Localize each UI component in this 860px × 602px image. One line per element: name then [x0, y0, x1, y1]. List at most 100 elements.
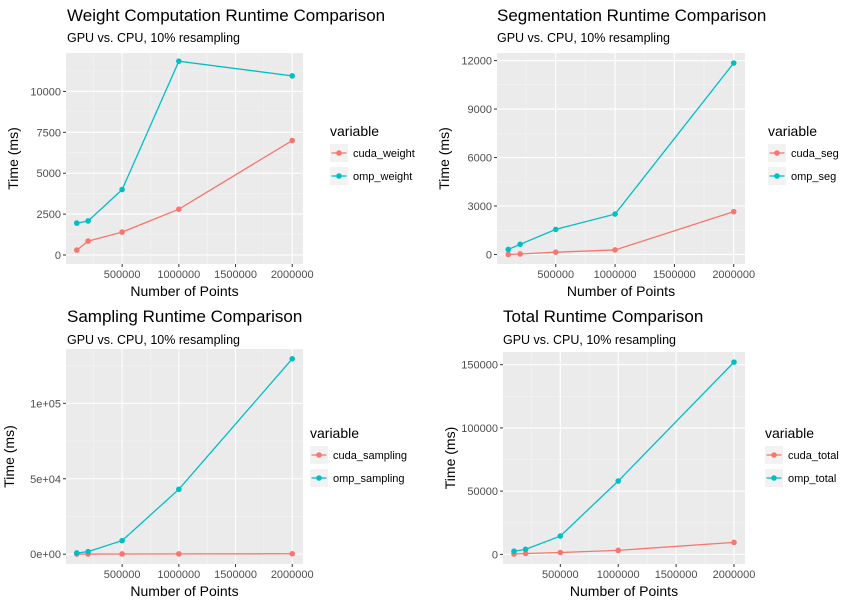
y-axis-title: Time (ms) [5, 127, 21, 189]
data-point-omp_seg [505, 246, 512, 253]
chart-title: Sampling Runtime Comparison [67, 307, 302, 326]
data-point-cuda_sampling [176, 551, 182, 557]
x-tick-label: 1000000 [594, 269, 637, 281]
x-tick-label: 1500000 [214, 269, 257, 281]
legend-title: variable [768, 123, 817, 139]
data-point-omp_seg [730, 60, 737, 66]
data-point-omp_seg [612, 211, 618, 217]
data-point-cuda_total [731, 539, 737, 546]
chart-title: Weight Computation Runtime Comparison [67, 6, 385, 25]
data-point-cuda_seg [552, 249, 559, 256]
legend-label: cuda_total [788, 450, 839, 462]
y-tick-label: 9000 [468, 104, 492, 116]
chart-panel-1: Weight Computation Runtime Comparison GPU… [5, 6, 415, 299]
data-point-omp_total [615, 478, 622, 484]
data-point-cuda_weight [73, 247, 80, 253]
y-tick-label: 6000 [468, 153, 492, 165]
data-point-cuda_sampling [289, 550, 296, 557]
data-point-cuda_seg [505, 251, 512, 258]
legend-key-point [316, 475, 322, 481]
data-point-omp_sampling [73, 550, 80, 556]
y-tick-label: 0e+00 [30, 549, 61, 561]
data-point-omp_total [557, 533, 564, 539]
y-tick-label: 5e+04 [30, 474, 61, 486]
data-point-cuda_weight [85, 238, 91, 244]
legend-key-point [774, 173, 780, 179]
data-point-omp_sampling [85, 548, 91, 555]
x-axis-title: Number of Points [130, 283, 238, 299]
y-tick-label: 5000 [37, 168, 61, 180]
x-axis-title: Number of Points [567, 283, 675, 299]
data-point-omp_total [511, 548, 517, 555]
x-tick-label: 500000 [537, 269, 574, 281]
legend-key-point [771, 475, 777, 481]
y-axis-title: Time (ms) [436, 127, 452, 189]
legend-label: cuda_seg [791, 148, 839, 160]
data-point-cuda_weight [119, 229, 125, 235]
y-tick-label: 10000 [30, 86, 61, 98]
data-point-cuda_seg [730, 208, 737, 215]
plot-background [503, 352, 745, 564]
y-tick-label: 2500 [37, 209, 61, 221]
x-tick-label: 1500000 [214, 569, 257, 581]
data-point-cuda_sampling [119, 551, 125, 557]
y-tick-label: 150000 [461, 360, 498, 372]
x-tick-label: 2000000 [713, 569, 756, 581]
x-tick-label: 1000000 [157, 269, 200, 281]
legend: variable cuda_total omp_total [765, 425, 839, 487]
legend-title: variable [310, 425, 359, 441]
chart-subtitle: GPU vs. CPU, 10% resampling [503, 333, 676, 347]
x-tick-label: 1500000 [653, 269, 696, 281]
legend: variable cuda_sampling omp_sampling [310, 425, 407, 487]
y-tick-label: 0 [55, 250, 61, 262]
chart-panel-4: Total Runtime Comparison GPU vs. CPU, 10%… [442, 307, 839, 599]
y-tick-label: 100000 [461, 423, 498, 435]
chart-panel-2: Segmentation Runtime Comparison GPU vs. C… [436, 6, 839, 299]
y-tick-label: 7500 [37, 127, 61, 139]
y-tick-label: 50000 [467, 486, 498, 498]
legend-key-point [336, 173, 342, 179]
data-point-omp_total [731, 359, 737, 365]
y-tick-label: 12000 [461, 56, 492, 68]
legend-label: omp_seg [791, 171, 836, 183]
x-tick-label: 2000000 [271, 569, 314, 581]
y-tick-label: 0 [492, 549, 498, 561]
data-point-omp_weight [119, 186, 125, 193]
data-point-omp_weight [176, 58, 182, 64]
data-point-cuda_weight [289, 137, 296, 144]
legend-title: variable [330, 123, 379, 139]
x-tick-label: 1000000 [597, 569, 640, 581]
x-axis-title: Number of Points [130, 583, 238, 599]
y-axis-title: Time (ms) [442, 427, 458, 489]
x-tick-label: 1500000 [655, 569, 698, 581]
legend-key-point [774, 150, 780, 156]
legend-label: omp_total [788, 473, 836, 485]
legend-title: variable [765, 425, 814, 441]
x-tick-label: 500000 [104, 269, 141, 281]
legend: variable cuda_seg omp_seg [768, 123, 839, 185]
plot-background [66, 349, 303, 564]
y-tick-label: 3000 [468, 201, 492, 213]
data-point-cuda_total [522, 550, 529, 557]
legend-key-point [336, 150, 342, 156]
chart-subtitle: GPU vs. CPU, 10% resampling [497, 31, 670, 45]
y-tick-label: 0 [486, 249, 492, 261]
data-point-cuda_weight [176, 206, 182, 213]
x-tick-label: 2000000 [712, 269, 755, 281]
data-point-omp_total [522, 546, 529, 553]
data-point-omp_weight [289, 73, 296, 79]
legend-label: omp_sampling [333, 473, 405, 485]
x-tick-label: 1000000 [157, 569, 200, 581]
data-point-omp_weight [73, 220, 80, 226]
data-point-omp_weight [85, 218, 91, 224]
chart-subtitle: GPU vs. CPU, 10% resampling [67, 333, 240, 347]
data-point-cuda_total [557, 549, 564, 556]
chart-title: Segmentation Runtime Comparison [497, 6, 766, 25]
data-point-omp_sampling [119, 537, 125, 544]
chart-subtitle: GPU vs. CPU, 10% resampling [67, 31, 240, 45]
x-tick-label: 2000000 [271, 269, 314, 281]
plot-background [66, 53, 303, 264]
data-point-cuda_total [615, 547, 622, 554]
legend-key-point [316, 452, 322, 458]
